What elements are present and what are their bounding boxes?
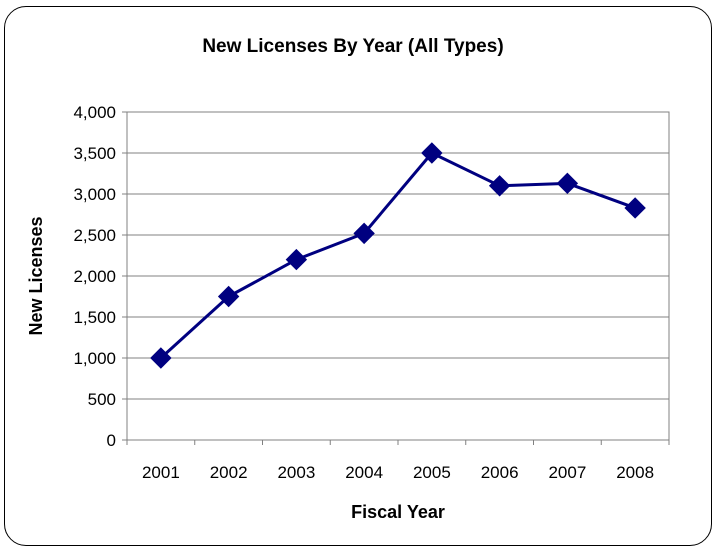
x-tick-label: 2005 [413, 463, 451, 482]
data-point [150, 347, 172, 369]
y-axis-title: New Licenses [26, 216, 46, 335]
y-tick-label: 500 [88, 390, 116, 409]
x-tick-label: 2003 [277, 463, 315, 482]
data-point [421, 142, 443, 164]
x-tick-label: 2006 [481, 463, 519, 482]
y-tick-label: 2,000 [73, 267, 116, 286]
x-tick-labels: 2001 2002 2003 2004 2005 2006 2007 2008 [142, 463, 654, 482]
data-point [217, 285, 240, 308]
axes [122, 111, 670, 445]
y-tick-label: 2,500 [73, 226, 116, 245]
data-point [285, 248, 308, 271]
data-point [353, 222, 375, 245]
x-axis-title: Fiscal Year [351, 502, 445, 522]
data-point [624, 197, 646, 219]
chart-title: New Licenses By Year (All Types) [202, 36, 503, 57]
y-tick-label: 3,500 [73, 144, 116, 163]
x-tick-label: 2001 [142, 463, 180, 482]
x-tick-label: 2008 [616, 463, 654, 482]
y-tick-labels: 0 500 1,000 1,500 2,000 2,500 3,000 3,500 4,000 [73, 103, 116, 450]
x-tick-label: 2007 [548, 463, 586, 482]
series-line [159, 151, 636, 360]
y-tick-label: 1,000 [73, 349, 116, 368]
y-tick-label: 4,000 [73, 103, 116, 122]
x-tick-label: 2002 [210, 463, 248, 482]
y-tick-label: 0 [107, 431, 116, 450]
data-point [556, 172, 579, 195]
x-tick-label: 2004 [345, 463, 383, 482]
series-layer [150, 142, 646, 369]
y-tick-label: 1,500 [73, 308, 116, 327]
y-tick-label: 3,000 [73, 185, 116, 204]
data-point [488, 175, 511, 197]
